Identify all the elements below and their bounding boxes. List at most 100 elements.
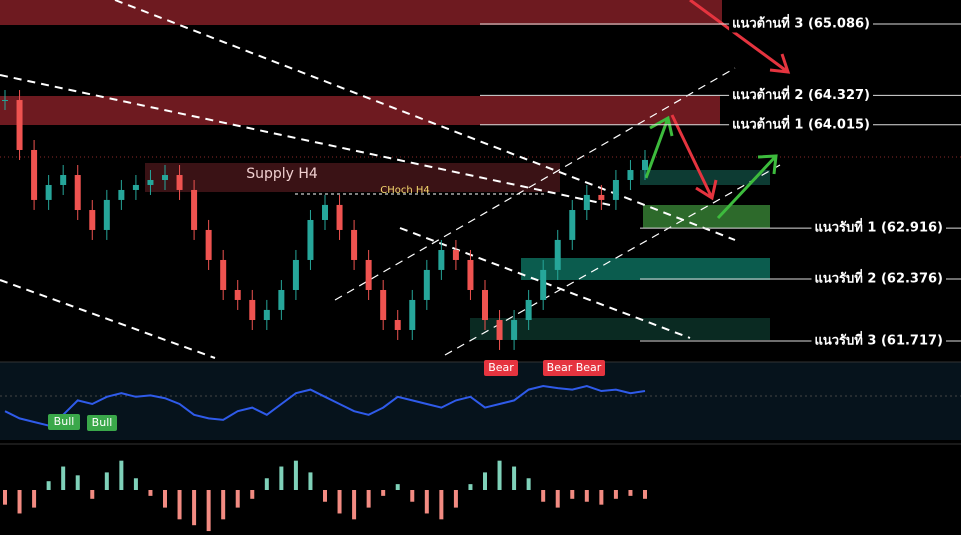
candle <box>569 210 576 240</box>
histogram-bar <box>628 490 633 496</box>
candle <box>482 289 488 321</box>
candle <box>16 100 23 150</box>
oscillator-panel <box>0 362 961 440</box>
level-label-bg <box>729 12 873 33</box>
candle <box>511 320 518 340</box>
candle <box>263 309 270 321</box>
level-label: แนวต้านที่ 2 (64.327) <box>732 85 870 103</box>
candle <box>642 159 648 171</box>
demand-zone <box>521 258 770 280</box>
candle <box>525 299 532 321</box>
candle <box>598 194 605 200</box>
marks: แนวต้านที่ 3 (65.086) แนวต้านที่ 2 (64.32… <box>2 12 961 532</box>
level-label: แนวรับที่ 3 (61.717) <box>814 330 943 348</box>
histogram-bar <box>308 472 313 490</box>
candle <box>322 204 328 220</box>
histogram-bar <box>584 490 589 502</box>
candle <box>162 175 168 180</box>
signal-label: Bear Bear <box>547 361 602 374</box>
candle <box>438 250 445 270</box>
histogram-bar <box>90 490 95 499</box>
histogram-bar <box>264 478 269 490</box>
level-label: แนวต้านที่ 3 (65.086) <box>732 13 870 31</box>
histogram-bar <box>250 490 255 499</box>
candle <box>2 100 8 102</box>
histogram-bar <box>163 490 167 508</box>
histogram-bar <box>221 490 226 520</box>
histogram-bar <box>468 484 473 490</box>
candle <box>554 239 561 270</box>
arrows <box>644 0 791 220</box>
demand-zone <box>640 170 770 185</box>
histogram-bar <box>32 490 37 508</box>
histogram-bar <box>352 490 357 520</box>
candle <box>423 269 430 300</box>
candle <box>380 289 387 321</box>
histogram-bar <box>424 490 429 514</box>
histogram-bar <box>46 481 51 490</box>
supply-h4-zone <box>145 163 560 192</box>
histogram-bar <box>541 490 546 502</box>
histogram-bar <box>599 490 604 505</box>
histogram-bar <box>613 490 618 499</box>
histogram-bar <box>148 490 153 496</box>
candle <box>292 259 299 290</box>
signal-label: Bull <box>92 416 113 429</box>
level-label-bg <box>729 113 873 134</box>
signal-label: Bear <box>488 361 514 374</box>
histogram-bar <box>235 490 240 508</box>
candle <box>89 210 96 230</box>
histogram-bar <box>526 478 531 490</box>
histogram-bar <box>75 475 80 490</box>
annotation: Supply H4 <box>246 166 318 182</box>
histogram-bar <box>104 472 109 490</box>
candle <box>336 204 343 230</box>
histogram-bar <box>337 490 342 514</box>
demand-zone <box>470 318 770 340</box>
candle <box>60 175 67 185</box>
histogram-bar <box>177 490 182 520</box>
level-label: แนวต้านที่ 1 (64.015) <box>732 114 870 132</box>
histogram-bar <box>643 490 647 499</box>
histogram-bar <box>323 490 327 502</box>
histogram-bar <box>279 466 284 490</box>
signal-label: Bull <box>54 415 75 428</box>
level-label-bg <box>729 83 873 104</box>
candle <box>394 320 401 330</box>
candle <box>205 229 212 260</box>
candle <box>220 259 227 290</box>
candle <box>496 320 503 340</box>
candle <box>409 299 416 330</box>
histogram-bar <box>395 484 400 490</box>
candle <box>452 250 459 260</box>
level-label-bg <box>811 216 946 237</box>
histogram-bar <box>119 460 124 490</box>
candle <box>307 219 314 260</box>
histogram-bar <box>381 490 386 496</box>
level-label: แนวรับที่ 2 (62.376) <box>814 268 943 286</box>
histogram-bar <box>17 490 22 514</box>
level-label-bg <box>811 267 946 288</box>
supply-zone <box>0 96 720 125</box>
histogram-bar <box>366 490 371 508</box>
histogram-bar <box>439 490 444 520</box>
candle <box>45 184 52 200</box>
candle <box>176 175 183 190</box>
histogram-bar <box>483 472 487 490</box>
annotation: CHoch H4 <box>380 185 430 196</box>
histogram-bar <box>3 490 7 505</box>
histogram-bar <box>293 460 298 490</box>
level-label: แนวรับที่ 1 (62.916) <box>814 218 943 236</box>
candle <box>118 189 125 200</box>
histogram-bar <box>570 490 575 499</box>
histogram-bar <box>497 460 502 490</box>
oscillator-line <box>4 384 646 427</box>
histogram-bar <box>133 478 138 490</box>
candle <box>249 299 256 321</box>
histogram-bar <box>453 490 458 508</box>
histogram-bar <box>512 466 517 490</box>
candle <box>467 259 474 290</box>
level-label-bg <box>811 329 946 350</box>
